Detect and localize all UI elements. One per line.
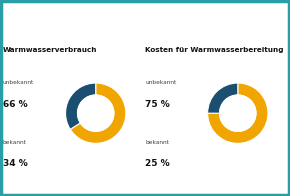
Wedge shape (66, 83, 96, 129)
Text: in Haushalten häufig unbekannt: in Haushalten häufig unbekannt (54, 29, 236, 39)
Wedge shape (208, 83, 238, 113)
Circle shape (220, 95, 256, 131)
Text: bekannt: bekannt (3, 140, 27, 145)
Wedge shape (70, 83, 126, 143)
Text: 25 %: 25 % (145, 159, 170, 168)
Circle shape (78, 95, 114, 131)
Text: 66 %: 66 % (3, 100, 28, 109)
Text: Warmwasserverbrauch und Kosten: Warmwasserverbrauch und Kosten (46, 10, 244, 20)
Text: Warmwasserverbrauch: Warmwasserverbrauch (3, 47, 97, 53)
Text: 75 %: 75 % (145, 100, 170, 109)
Text: Kosten für Warmwasserbereitung: Kosten für Warmwasserbereitung (145, 47, 284, 53)
Text: bekannt: bekannt (145, 140, 169, 145)
Text: unbekannt: unbekannt (3, 80, 34, 85)
Wedge shape (208, 83, 268, 143)
Text: unbekannt: unbekannt (145, 80, 176, 85)
Text: 34 %: 34 % (3, 159, 28, 168)
